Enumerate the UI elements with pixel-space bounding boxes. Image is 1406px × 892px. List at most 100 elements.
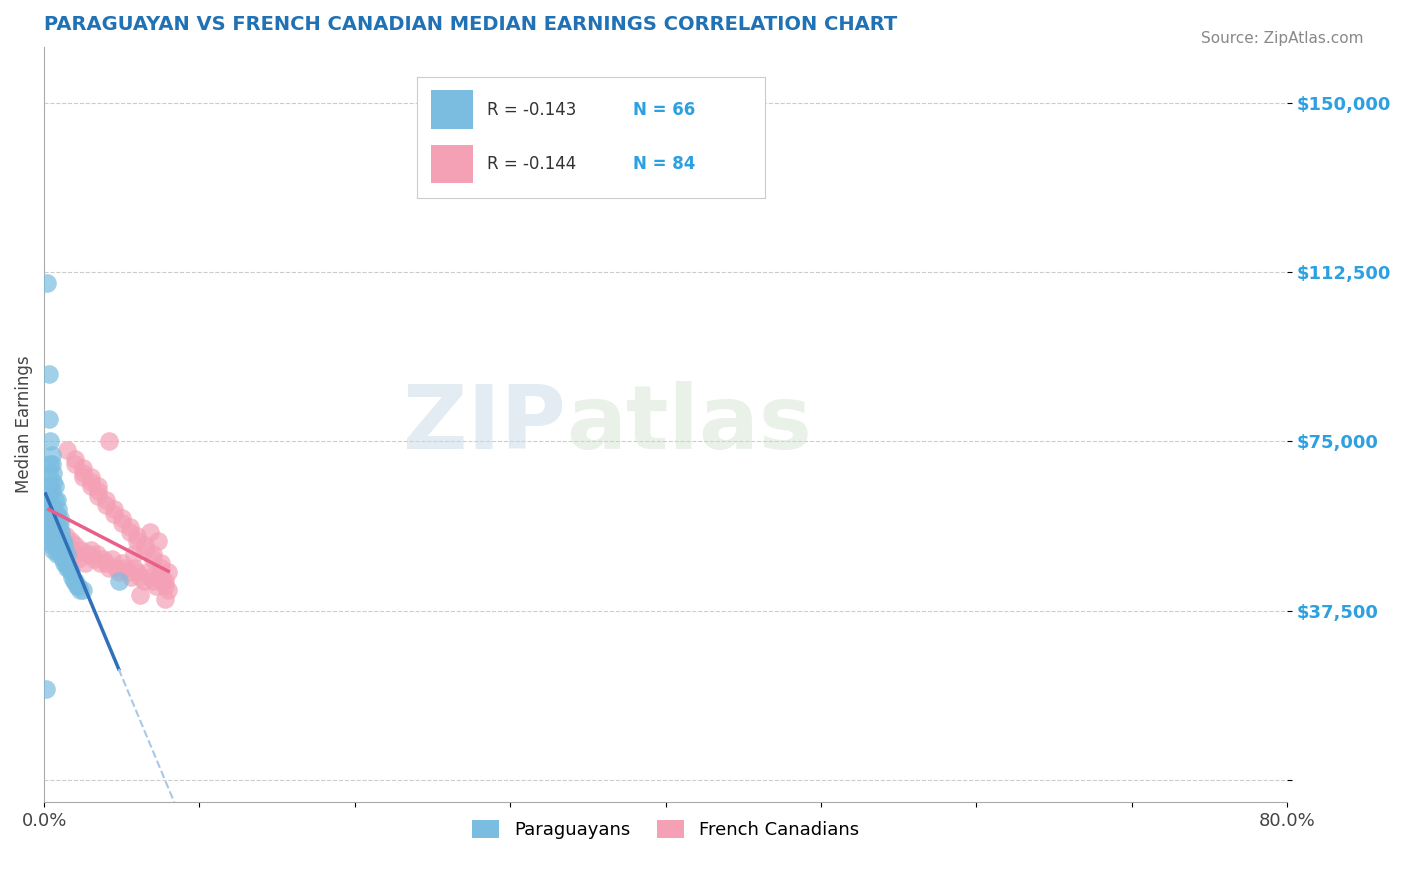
- Point: [129, 570, 152, 584]
- Point: [38, 412, 60, 426]
- Point: [107, 574, 129, 589]
- Point: [86, 547, 108, 561]
- Point: [129, 588, 152, 602]
- Point: [157, 565, 180, 579]
- Point: [42, 507, 65, 521]
- Point: [150, 574, 173, 589]
- Point: [38, 516, 60, 530]
- Point: [67, 579, 90, 593]
- Point: [114, 560, 136, 574]
- Point: [134, 542, 156, 557]
- Point: [48, 511, 70, 525]
- Point: [111, 511, 134, 525]
- Point: [104, 560, 127, 574]
- Point: [34, 511, 56, 525]
- Point: [70, 542, 93, 557]
- Point: [34, 682, 56, 697]
- Point: [55, 556, 77, 570]
- Point: [96, 493, 118, 508]
- Point: [39, 479, 62, 493]
- Point: [44, 516, 66, 530]
- Point: [101, 551, 124, 566]
- Point: [53, 542, 76, 557]
- Point: [107, 565, 129, 579]
- Point: [111, 556, 134, 570]
- Y-axis label: Median Earnings: Median Earnings: [15, 356, 32, 493]
- Point: [44, 520, 66, 534]
- Point: [38, 367, 60, 381]
- Point: [134, 538, 156, 552]
- Point: [44, 493, 66, 508]
- Point: [41, 529, 63, 543]
- Point: [98, 560, 121, 574]
- Legend: Paraguayans, French Canadians: Paraguayans, French Canadians: [465, 813, 866, 847]
- Point: [53, 538, 76, 552]
- Point: [45, 507, 67, 521]
- Point: [55, 529, 77, 543]
- Point: [118, 520, 141, 534]
- Point: [142, 551, 165, 566]
- Point: [146, 533, 169, 548]
- Point: [41, 457, 63, 471]
- Point: [38, 466, 60, 480]
- Point: [42, 475, 65, 489]
- Point: [87, 489, 110, 503]
- Point: [139, 570, 162, 584]
- Point: [103, 507, 125, 521]
- Point: [46, 502, 69, 516]
- Point: [56, 443, 79, 458]
- Point: [142, 574, 165, 589]
- Point: [59, 533, 82, 548]
- Point: [38, 524, 60, 539]
- Point: [37, 502, 59, 516]
- Text: ZIP: ZIP: [404, 381, 567, 468]
- Point: [96, 556, 118, 570]
- Point: [80, 479, 103, 493]
- Point: [111, 516, 134, 530]
- Point: [56, 547, 79, 561]
- Point: [80, 542, 103, 557]
- Point: [52, 538, 75, 552]
- Point: [58, 560, 80, 574]
- Point: [41, 498, 63, 512]
- Point: [37, 277, 59, 291]
- Point: [55, 556, 77, 570]
- Point: [148, 570, 170, 584]
- Point: [41, 520, 63, 534]
- Text: atlas: atlas: [567, 381, 811, 468]
- Point: [46, 520, 69, 534]
- Text: Source: ZipAtlas.com: Source: ZipAtlas.com: [1201, 31, 1364, 46]
- Point: [37, 493, 59, 508]
- Point: [60, 570, 83, 584]
- Point: [42, 502, 65, 516]
- Point: [72, 466, 94, 480]
- Point: [62, 574, 84, 589]
- Point: [72, 461, 94, 475]
- Point: [63, 574, 86, 589]
- Point: [56, 538, 79, 552]
- Point: [51, 533, 73, 548]
- Point: [42, 466, 65, 480]
- Point: [51, 547, 73, 561]
- Point: [44, 479, 66, 493]
- Point: [117, 565, 139, 579]
- Point: [73, 556, 96, 570]
- Point: [139, 524, 162, 539]
- Point: [34, 533, 56, 548]
- Point: [122, 547, 145, 561]
- Point: [51, 524, 73, 539]
- Point: [45, 533, 67, 548]
- Point: [135, 565, 157, 579]
- Point: [38, 489, 60, 503]
- Point: [155, 574, 177, 589]
- Point: [98, 434, 121, 449]
- Point: [62, 547, 84, 561]
- Point: [63, 457, 86, 471]
- Point: [48, 538, 70, 552]
- Point: [48, 516, 70, 530]
- Point: [44, 538, 66, 552]
- Point: [42, 524, 65, 539]
- Point: [41, 483, 63, 498]
- Point: [53, 556, 76, 570]
- Point: [39, 434, 62, 449]
